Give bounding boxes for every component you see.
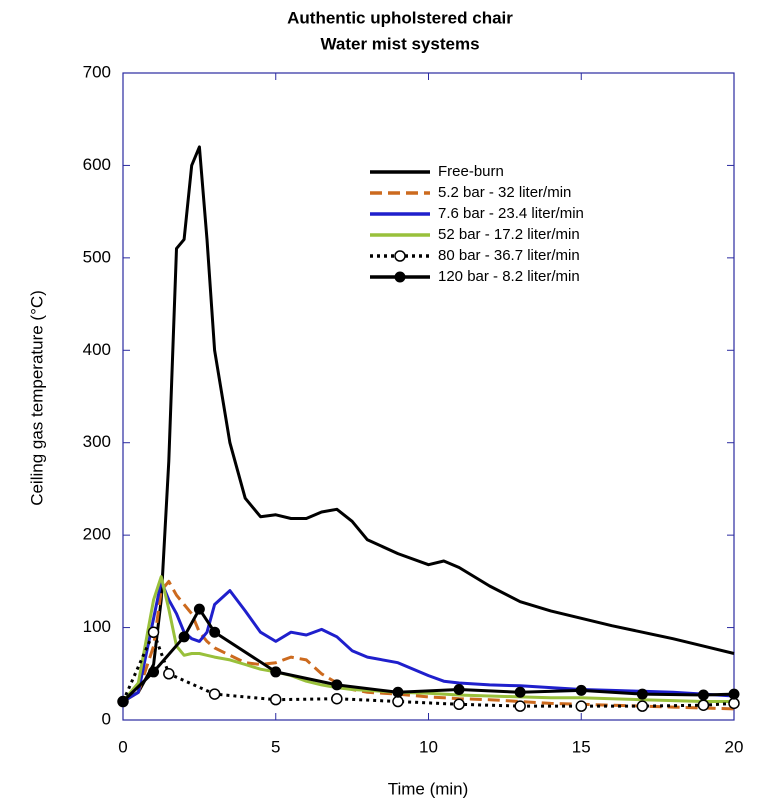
data-point: [147, 626, 160, 638]
x-axis-label: Time (min): [388, 779, 469, 798]
data-point: [636, 688, 648, 700]
y-tick-label: 100: [83, 617, 111, 636]
data-point: [270, 693, 282, 706]
x-tick-label: 20: [725, 737, 744, 756]
legend-marker: [394, 250, 406, 262]
data-point: [163, 668, 175, 680]
data-point: [575, 684, 587, 696]
data-point: [636, 700, 649, 712]
data-point: [697, 689, 709, 701]
plot-frame: [122, 72, 735, 721]
data-point: [392, 686, 404, 698]
data-point: [453, 698, 465, 711]
legend-marker: [394, 271, 406, 283]
data-point: [331, 692, 343, 705]
chart-title: Authentic upholstered chair: [287, 8, 513, 27]
chart-subtitle: Water mist systems: [320, 34, 479, 53]
data-point: [728, 697, 740, 710]
x-tick-label: 5: [271, 737, 280, 756]
y-tick-label: 600: [83, 155, 111, 174]
data-point: [514, 700, 526, 712]
data-point: [148, 666, 160, 678]
legend-label: 80 bar - 36.7 liter/min: [438, 247, 580, 264]
legend-label: 7.6 bar - 23.4 liter/min: [438, 205, 584, 222]
data-point: [208, 688, 221, 700]
legend-label: 52 bar - 17.2 liter/min: [438, 226, 580, 243]
y-tick-label: 300: [83, 432, 111, 451]
data-point: [392, 695, 404, 708]
y-tick-label: 500: [83, 247, 111, 266]
data-point: [728, 688, 740, 700]
data-point: [117, 696, 129, 708]
series-line: [122, 145, 735, 703]
data-point: [453, 683, 465, 695]
x-tick-label: 15: [572, 737, 591, 756]
y-tick-label: 700: [83, 62, 111, 81]
y-axis-label: Ceiling gas temperature (°C): [27, 290, 46, 506]
y-tick-label: 200: [83, 525, 111, 544]
legend-label: 5.2 bar - 32 liter/min: [438, 184, 571, 201]
series-line: [121, 607, 735, 703]
data-point: [331, 679, 343, 691]
data-point: [514, 686, 526, 698]
legend-label: 120 bar - 8.2 liter/min: [438, 268, 580, 285]
series-line: [122, 579, 735, 711]
x-tick-label: 0: [118, 737, 127, 756]
data-point: [697, 699, 710, 711]
x-tick-label: 10: [419, 737, 438, 756]
y-tick-label: 0: [102, 709, 111, 728]
data-point: [270, 666, 282, 678]
series-line: [121, 575, 734, 703]
y-tick-label: 400: [83, 340, 111, 359]
series-line: [122, 579, 735, 703]
data-point: [575, 700, 587, 712]
data-point: [193, 603, 205, 615]
data-point: [178, 631, 190, 643]
legend-label: Free-burn: [438, 163, 504, 180]
data-point: [209, 626, 221, 638]
